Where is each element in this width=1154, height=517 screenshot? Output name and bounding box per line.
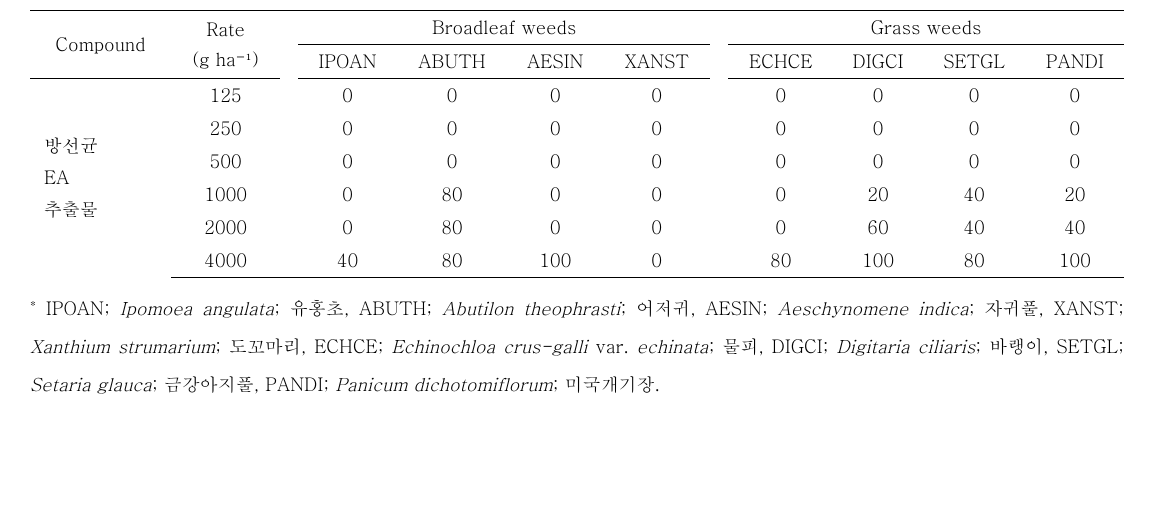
cell: 0	[298, 112, 396, 145]
cell: 0	[834, 79, 923, 113]
cell: 80	[397, 211, 508, 244]
cell: 60	[834, 211, 923, 244]
cell: 100	[834, 244, 923, 278]
cell: 0	[507, 79, 603, 113]
cell: 0	[922, 145, 1025, 178]
cell: 0	[397, 79, 508, 113]
cell: 0	[507, 211, 603, 244]
cell: 0	[922, 112, 1025, 145]
cell-rate: 125	[171, 79, 280, 113]
weed-efficacy-table: Compound Rate Broadleaf weeds Grass weed…	[30, 10, 1124, 278]
cell: 20	[834, 178, 923, 211]
footnote: * IPOAN; Ipomoea angulata; 유홍초, ABUTH; A…	[30, 290, 1124, 403]
compound-line-2: EA	[44, 165, 69, 190]
table-row: 1000 0 80 0 0 0 20 40 20	[30, 178, 1124, 211]
col-rate-top: Rate	[171, 11, 280, 45]
table-row: 500 0 0 0 0 0 0 0 0	[30, 145, 1124, 178]
col-echce: ECHCE	[728, 45, 834, 79]
cell: 0	[298, 178, 396, 211]
cell: 40	[922, 178, 1025, 211]
cell: 100	[1026, 244, 1124, 278]
cell: 0	[728, 211, 834, 244]
table-row: 2000 0 80 0 0 0 60 40 40	[30, 211, 1124, 244]
cell: 80	[922, 244, 1025, 278]
cell: 0	[603, 112, 710, 145]
cell: 0	[298, 145, 396, 178]
cell: 0	[922, 79, 1025, 113]
compound-line-1: 방선균	[44, 133, 98, 158]
cell: 0	[507, 112, 603, 145]
cell: 40	[922, 211, 1025, 244]
col-group-grass: Grass weeds	[728, 11, 1124, 45]
col-compound: Compound	[30, 11, 171, 79]
table-row: 방선균 EA 추출물 125 0 0 0 0 0 0 0 0	[30, 79, 1124, 113]
cell: 80	[397, 178, 508, 211]
cell: 0	[603, 178, 710, 211]
cell: 40	[1026, 211, 1124, 244]
cell: 0	[728, 178, 834, 211]
cell: 20	[1026, 178, 1124, 211]
col-pandi: PANDI	[1026, 45, 1124, 79]
cell: 40	[298, 244, 396, 278]
cell-rate: 500	[171, 145, 280, 178]
cell: 100	[507, 244, 603, 278]
cell: 0	[728, 112, 834, 145]
cell: 0	[834, 112, 923, 145]
table-body: 방선균 EA 추출물 125 0 0 0 0 0 0 0 0 250 0 0 0…	[30, 79, 1124, 278]
cell: 0	[603, 211, 710, 244]
cell: 0	[298, 79, 396, 113]
cell: 0	[1026, 79, 1124, 113]
cell: 80	[397, 244, 508, 278]
col-abuth: ABUTH	[397, 45, 508, 79]
cell: 0	[603, 145, 710, 178]
cell-rate: 2000	[171, 211, 280, 244]
cell-rate: 250	[171, 112, 280, 145]
cell: 0	[603, 79, 710, 113]
cell-rate: 4000	[171, 244, 280, 278]
col-xanst: XANST	[603, 45, 710, 79]
cell: 0	[507, 178, 603, 211]
compound-line-3: 추출물	[44, 197, 98, 222]
cell: 0	[1026, 112, 1124, 145]
col-aesin: AESIN	[507, 45, 603, 79]
col-setgl: SETGL	[922, 45, 1025, 79]
table-row: 250 0 0 0 0 0 0 0 0	[30, 112, 1124, 145]
compound-label: 방선균 EA 추출물	[30, 79, 171, 278]
cell: 0	[728, 145, 834, 178]
col-ipoan: IPOAN	[298, 45, 396, 79]
cell-rate: 1000	[171, 178, 280, 211]
col-digci: DIGCI	[834, 45, 923, 79]
cell: 80	[728, 244, 834, 278]
table-row: 4000 40 80 100 0 80 100 80 100	[30, 244, 1124, 278]
cell: 0	[397, 112, 508, 145]
col-rate-bottom: (g ha⁻¹)	[171, 45, 280, 79]
cell: 0	[397, 145, 508, 178]
col-group-broadleaf: Broadleaf weeds	[298, 11, 710, 45]
cell: 0	[1026, 145, 1124, 178]
cell: 0	[728, 79, 834, 113]
cell: 0	[834, 145, 923, 178]
cell: 0	[507, 145, 603, 178]
cell: 0	[603, 244, 710, 278]
cell: 0	[298, 211, 396, 244]
